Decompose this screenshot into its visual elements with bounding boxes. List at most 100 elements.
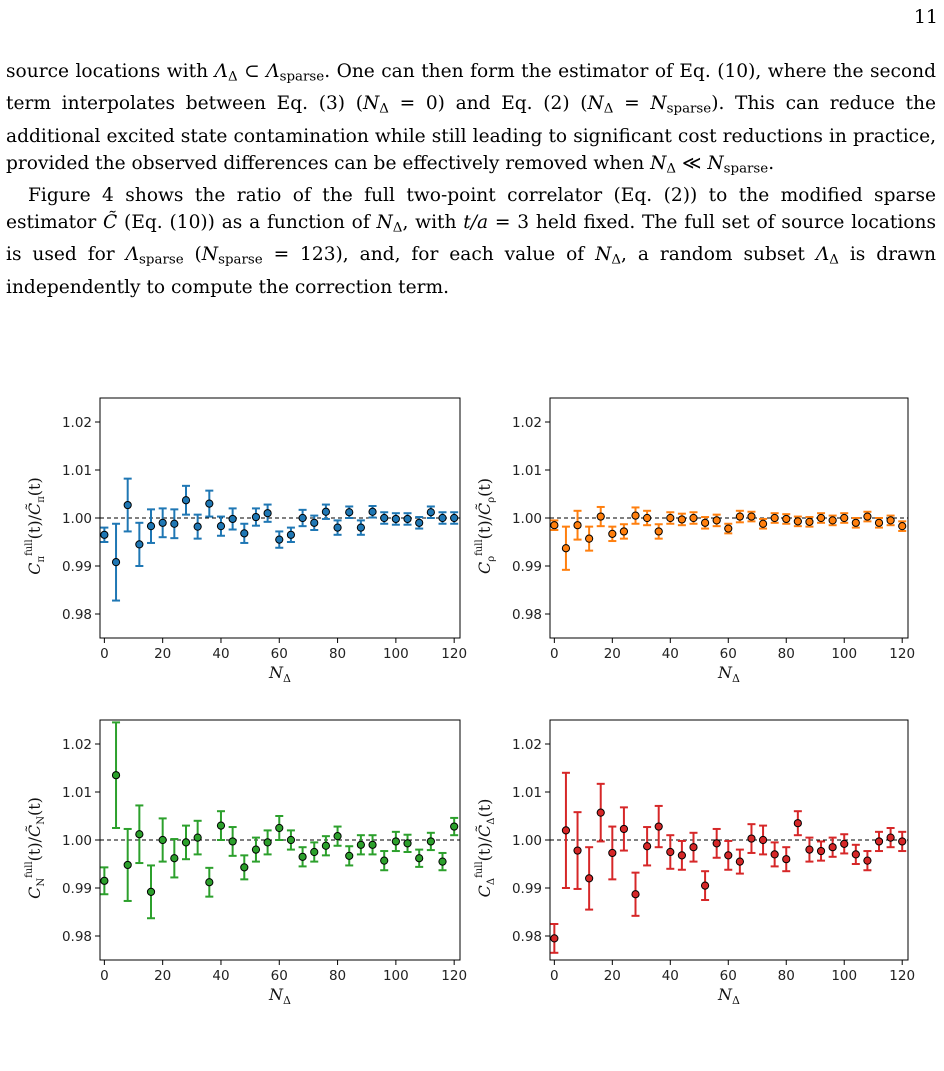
y-tick-label: 0.98 — [62, 607, 92, 623]
y-tick-label: 1.00 — [62, 833, 92, 849]
data-point — [240, 863, 249, 872]
data-point — [321, 841, 331, 850]
data-point — [228, 837, 237, 846]
data-point — [712, 516, 721, 525]
paragraph-2: Figure 4 shows the ratio of the full two… — [6, 185, 936, 298]
data-point — [816, 513, 826, 523]
y-tick-label: 1.01 — [62, 785, 92, 801]
data-point — [438, 513, 447, 523]
data-point — [805, 845, 814, 854]
data-point — [216, 821, 226, 830]
data-point — [677, 851, 686, 860]
data-point — [735, 857, 744, 866]
data-point — [403, 839, 412, 848]
data-point — [654, 822, 663, 831]
data-point — [596, 512, 605, 521]
data-point — [619, 824, 629, 834]
page-number: 11 — [913, 6, 938, 28]
y-tick-label: 0.98 — [62, 929, 92, 945]
y-tick-label: 1.00 — [62, 511, 92, 527]
x-tick-label: 60 — [720, 968, 737, 984]
data-point — [643, 513, 652, 523]
data-point — [747, 512, 756, 521]
data-point — [158, 835, 167, 845]
data-point — [415, 854, 424, 863]
data-point — [135, 830, 144, 839]
data-point — [851, 518, 860, 527]
data-point — [391, 837, 400, 846]
data-point — [724, 851, 733, 860]
data-point — [874, 518, 884, 527]
data-point — [181, 496, 191, 505]
y-tick-label: 0.99 — [512, 881, 542, 897]
data-point — [573, 521, 582, 530]
data-point — [298, 852, 307, 861]
data-point — [770, 513, 779, 523]
data-point — [170, 854, 179, 863]
data-point — [747, 834, 756, 843]
data-point — [251, 845, 261, 854]
x-tick-label: 80 — [329, 968, 346, 984]
data-point — [356, 523, 365, 532]
data-point — [450, 513, 459, 523]
x-tick-label: 120 — [889, 968, 915, 984]
data-point — [193, 833, 202, 842]
data-point — [100, 530, 109, 539]
data-point — [561, 826, 571, 835]
data-point — [426, 508, 435, 517]
data-point — [643, 842, 652, 851]
x-tick-label: 40 — [212, 968, 229, 984]
x-tick-label: 0 — [100, 646, 109, 662]
x-tick-label: 0 — [550, 968, 559, 984]
y-tick-label: 0.99 — [62, 881, 92, 897]
body-text: source locations with ΛΔ ⊂ Λsparse. One … — [6, 58, 936, 301]
panel-1: 0.98 0.99 1.00 1.01 1.02 0 20 40 60 80 100 120 NΔ Cπf… — [24, 397, 467, 685]
x-tick-label: 40 — [662, 968, 679, 984]
data-point — [391, 514, 400, 524]
data-point — [886, 833, 895, 842]
data-point — [840, 513, 849, 523]
data-point — [677, 515, 686, 524]
data-point — [263, 509, 272, 518]
data-point — [828, 843, 837, 852]
data-point — [146, 522, 156, 531]
data-point — [228, 514, 237, 524]
data-point — [898, 522, 907, 531]
data-point — [596, 808, 605, 817]
data-point — [886, 516, 895, 525]
data-point — [828, 516, 837, 525]
data-point — [666, 513, 675, 523]
data-point — [840, 839, 849, 848]
panel-3: 0.98 0.99 1.00 1.01 1.02 0 20 40 60 80 100 120 NΔ CNf… — [24, 719, 467, 1007]
data-point — [550, 521, 559, 530]
data-point — [689, 513, 698, 523]
x-tick-label: 80 — [329, 646, 346, 662]
data-point — [181, 838, 191, 847]
data-point — [123, 860, 132, 870]
x-tick-label: 0 — [550, 646, 559, 662]
data-point — [403, 514, 412, 524]
data-point — [700, 518, 710, 527]
data-point — [585, 534, 594, 543]
data-point — [631, 890, 640, 899]
x-tick-label: 100 — [383, 646, 409, 662]
data-point — [216, 522, 226, 531]
data-point — [735, 512, 744, 521]
x-tick-label: 60 — [271, 968, 288, 984]
x-tick-label: 100 — [383, 968, 409, 984]
data-point — [666, 847, 675, 857]
x-tick-label: 40 — [212, 646, 229, 662]
y-tick-label: 1.00 — [512, 833, 542, 849]
y-axis-label: Cπfull(t)/C̃π(t) — [24, 477, 47, 574]
data-point — [380, 856, 389, 865]
y-tick-label: 0.99 — [512, 559, 542, 575]
data-point — [426, 837, 435, 846]
data-point — [321, 507, 331, 516]
x-tick-label: 100 — [831, 968, 857, 984]
data-point — [333, 832, 342, 841]
data-point — [368, 507, 377, 516]
data-point — [310, 847, 319, 857]
y-tick-label: 0.99 — [62, 559, 92, 575]
paragraph-1: source locations with ΛΔ ⊂ Λsparse. One … — [6, 61, 936, 177]
y-tick-label: 1.02 — [512, 415, 542, 431]
